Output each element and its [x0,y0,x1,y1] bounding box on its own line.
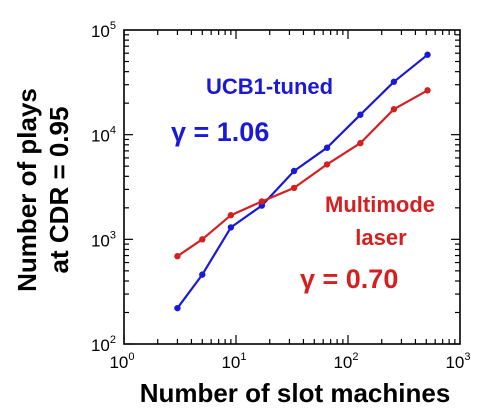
data-point-multimode-laser [390,106,398,113]
data-point-ucb1-tuned [227,224,235,231]
x-tick-label: 100 [109,351,134,372]
data-point-multimode-laser [258,198,266,205]
data-point-ucb1-tuned [199,271,206,278]
data-point-ucb1-tuned [174,304,181,312]
laser-series-label-line-2: laser [355,225,407,250]
x-tick-label: 101 [221,351,246,372]
y-tick-label: 104 [91,125,116,146]
data-point-ucb1-tuned [323,144,331,151]
ucb-series-label: UCB1-tuned [206,74,333,99]
data-point-multimode-laser [227,212,235,219]
y-tick-label: 103 [91,229,116,250]
data-point-multimode-laser [357,139,364,147]
data-point-ucb1-tuned [357,111,364,118]
data-point-ucb1-tuned [390,78,398,85]
y-tick-label: 105 [91,20,116,41]
x-tick-label: 102 [333,351,358,372]
data-point-multimode-laser [424,87,431,94]
y-axis-title-line-1: Number of plays [12,88,42,292]
ucb-gamma-label: γ = 1.06 [171,117,269,147]
data-point-multimode-laser [199,236,206,243]
x-axis-title: Number of slot machines [140,378,451,408]
data-point-multimode-laser [290,184,298,192]
laser-gamma-label: γ = 0.70 [300,264,398,294]
y-tick-label: 102 [91,334,116,355]
data-point-multimode-laser [323,161,331,168]
plot-frame [123,29,461,345]
data-point-ucb1-tuned [290,167,298,175]
laser-series-label-line-1: Multimode [325,192,435,217]
series-group [174,51,431,312]
x-tick-label: 103 [445,351,470,372]
axis-ticks: 100 101 102 103 102 103 104 105 [91,20,471,372]
y-axis-title-line-2: at CDR = 0.95 [44,107,74,274]
data-point-multimode-laser [174,253,181,260]
data-point-ucb1-tuned [424,51,431,58]
